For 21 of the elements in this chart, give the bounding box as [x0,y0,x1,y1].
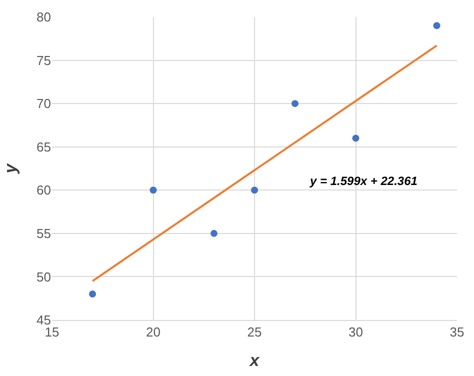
point [292,100,298,108]
y-tick-label: 65 [36,139,51,154]
y-tick-label: 55 [36,226,51,241]
x-axis-title: x [248,351,261,370]
point [352,134,360,142]
y-axis-title: y [1,162,20,174]
annotation: y = 1.599x + 22.361 [309,174,418,188]
point [251,186,258,194]
x-tick-label: 30 [348,324,363,340]
point [150,186,157,194]
y-tick-label: 75 [36,52,51,68]
y-tick-label: 70 [36,96,51,112]
x-tick-label: 20 [146,324,160,340]
y-tick-label: 50 [36,269,51,284]
point [210,230,218,237]
y-tick-label: 60 [36,182,51,198]
point [89,290,96,298]
y-tick-label: 80 [36,10,51,25]
x-tick-label: 35 [450,324,464,340]
x-tick-label: 25 [247,324,262,340]
point [433,22,440,30]
